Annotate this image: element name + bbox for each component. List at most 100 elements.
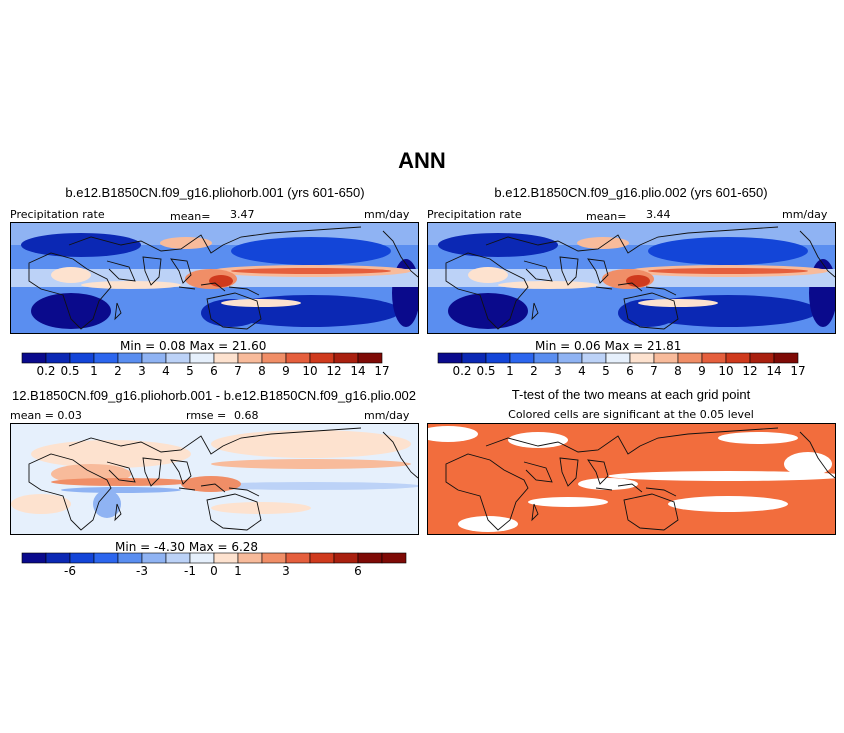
diff-field xyxy=(201,482,418,490)
colorbar-swatch xyxy=(357,352,383,364)
precip-field xyxy=(221,299,301,307)
coastline xyxy=(382,230,418,278)
non-significant-cells xyxy=(578,478,638,490)
non-significant-cells xyxy=(668,496,788,512)
panel-2-title: b.e12.B1850CN.f09_g16.plio.002 (yrs 601-… xyxy=(494,185,768,200)
colorbar-swatch xyxy=(581,352,607,364)
colorbar-swatch xyxy=(285,352,311,364)
colorbar-swatch xyxy=(213,552,239,564)
panel-1-map xyxy=(10,222,419,334)
precip-field xyxy=(648,237,808,265)
colorbar-swatch xyxy=(309,352,335,364)
colorbar-swatch xyxy=(165,352,191,364)
colorbar-tick-label: 3 xyxy=(138,364,146,378)
colorbar-swatch xyxy=(141,552,167,564)
coastline xyxy=(587,258,609,284)
panel-1-mean-value: 3.47 xyxy=(230,208,255,221)
diff-field xyxy=(61,487,181,493)
colorbar-swatch xyxy=(629,352,655,364)
colorbar-swatch xyxy=(93,352,119,364)
precip-field xyxy=(638,299,718,307)
colorbar-tick-label: 0.5 xyxy=(476,364,495,378)
coastline xyxy=(170,258,192,284)
non-significant-cells xyxy=(784,452,832,476)
colorbar-tick-label: 0.2 xyxy=(36,364,55,378)
coastline xyxy=(799,230,835,278)
precip-field xyxy=(468,267,508,283)
panel-2-units: mm/day xyxy=(782,208,828,221)
colorbar-swatch xyxy=(285,552,311,564)
colorbar-swatch xyxy=(333,552,359,564)
colorbar-swatch xyxy=(261,552,287,564)
colorbar-swatch xyxy=(677,352,703,364)
coastline xyxy=(523,461,553,483)
coastline xyxy=(445,252,529,330)
diff-field xyxy=(211,459,411,469)
colorbar-tick-label: 3 xyxy=(554,364,562,378)
colorbar-swatch xyxy=(605,352,631,364)
colorbar-swatch xyxy=(509,352,535,364)
panel-1-minmax: Min = 0.08 Max = 21.60 xyxy=(120,339,267,353)
diff-field xyxy=(93,490,121,518)
colorbar-swatch xyxy=(117,352,143,364)
colorbar-swatch xyxy=(557,352,583,364)
coastline xyxy=(559,457,579,487)
coastline xyxy=(106,461,136,483)
panel-1-colorbar: 0.2 0.5 1 2 3 4 5 6 7 8 9 10 12 14 17 xyxy=(21,352,390,379)
panel-4-subtitle: Colored cells are significant at the 0.0… xyxy=(508,408,754,421)
colorbar-tick-label: 1 xyxy=(234,564,242,578)
panel-1-units: mm/day xyxy=(364,208,410,221)
colorbar-swatch xyxy=(141,352,167,364)
panel-4-map xyxy=(427,423,836,535)
colorbar-swatch xyxy=(189,552,215,564)
colorbar-swatch xyxy=(93,552,119,564)
coastline xyxy=(559,256,579,286)
coastline xyxy=(445,453,529,531)
coastline xyxy=(142,457,162,487)
colorbar-tick-label: 8 xyxy=(258,364,266,378)
coastline xyxy=(382,431,418,479)
coastline xyxy=(623,292,679,330)
coastline xyxy=(114,302,122,321)
precip-field xyxy=(448,293,528,329)
colorbar-tick-label: 3 xyxy=(282,564,290,578)
panel-3-minmax: Min = -4.30 Max = 6.28 xyxy=(115,540,259,554)
panel-4-title: T-test of the two means at each grid poi… xyxy=(511,387,751,402)
diff-field xyxy=(51,478,191,486)
precip-field xyxy=(231,237,391,265)
coastline xyxy=(68,226,362,254)
precip-field xyxy=(31,293,111,329)
coastline xyxy=(531,302,539,321)
colorbar-tick-label: 0.2 xyxy=(452,364,471,378)
coastline xyxy=(106,260,136,282)
colorbar-swatch xyxy=(117,552,143,564)
colorbar-tick-label: 0.5 xyxy=(60,364,79,378)
precip-field xyxy=(160,237,212,249)
colorbar-tick-label: 6 xyxy=(210,364,218,378)
colorbar-tick-label: 14 xyxy=(350,364,365,378)
diff-field xyxy=(181,476,241,492)
panel-3-map xyxy=(10,423,419,535)
coastline xyxy=(485,226,779,254)
colorbar-tick-label: 10 xyxy=(302,364,317,378)
colorbar-swatch xyxy=(437,352,463,364)
panel-2-minmax: Min = 0.06 Max = 21.81 xyxy=(535,339,682,353)
panel-1-variable-label: Precipitation rate xyxy=(10,208,105,221)
precip-field xyxy=(51,267,91,283)
colorbar-tick-label: 17 xyxy=(790,364,805,378)
non-significant-cells xyxy=(718,432,798,444)
colorbar-tick-label: 2 xyxy=(530,364,538,378)
colorbar-tick-label: 7 xyxy=(650,364,658,378)
precip-field xyxy=(21,233,141,257)
colorbar-tick-label: 10 xyxy=(718,364,733,378)
colorbar-swatch xyxy=(533,352,559,364)
colorbar-swatch xyxy=(653,352,679,364)
precip-field xyxy=(231,268,391,274)
coastline xyxy=(206,493,262,531)
diff-field xyxy=(211,502,311,514)
coastline xyxy=(799,431,835,479)
diff-field xyxy=(211,430,411,458)
coastline xyxy=(623,493,679,531)
coastline xyxy=(595,282,677,296)
precip-field xyxy=(209,275,233,287)
